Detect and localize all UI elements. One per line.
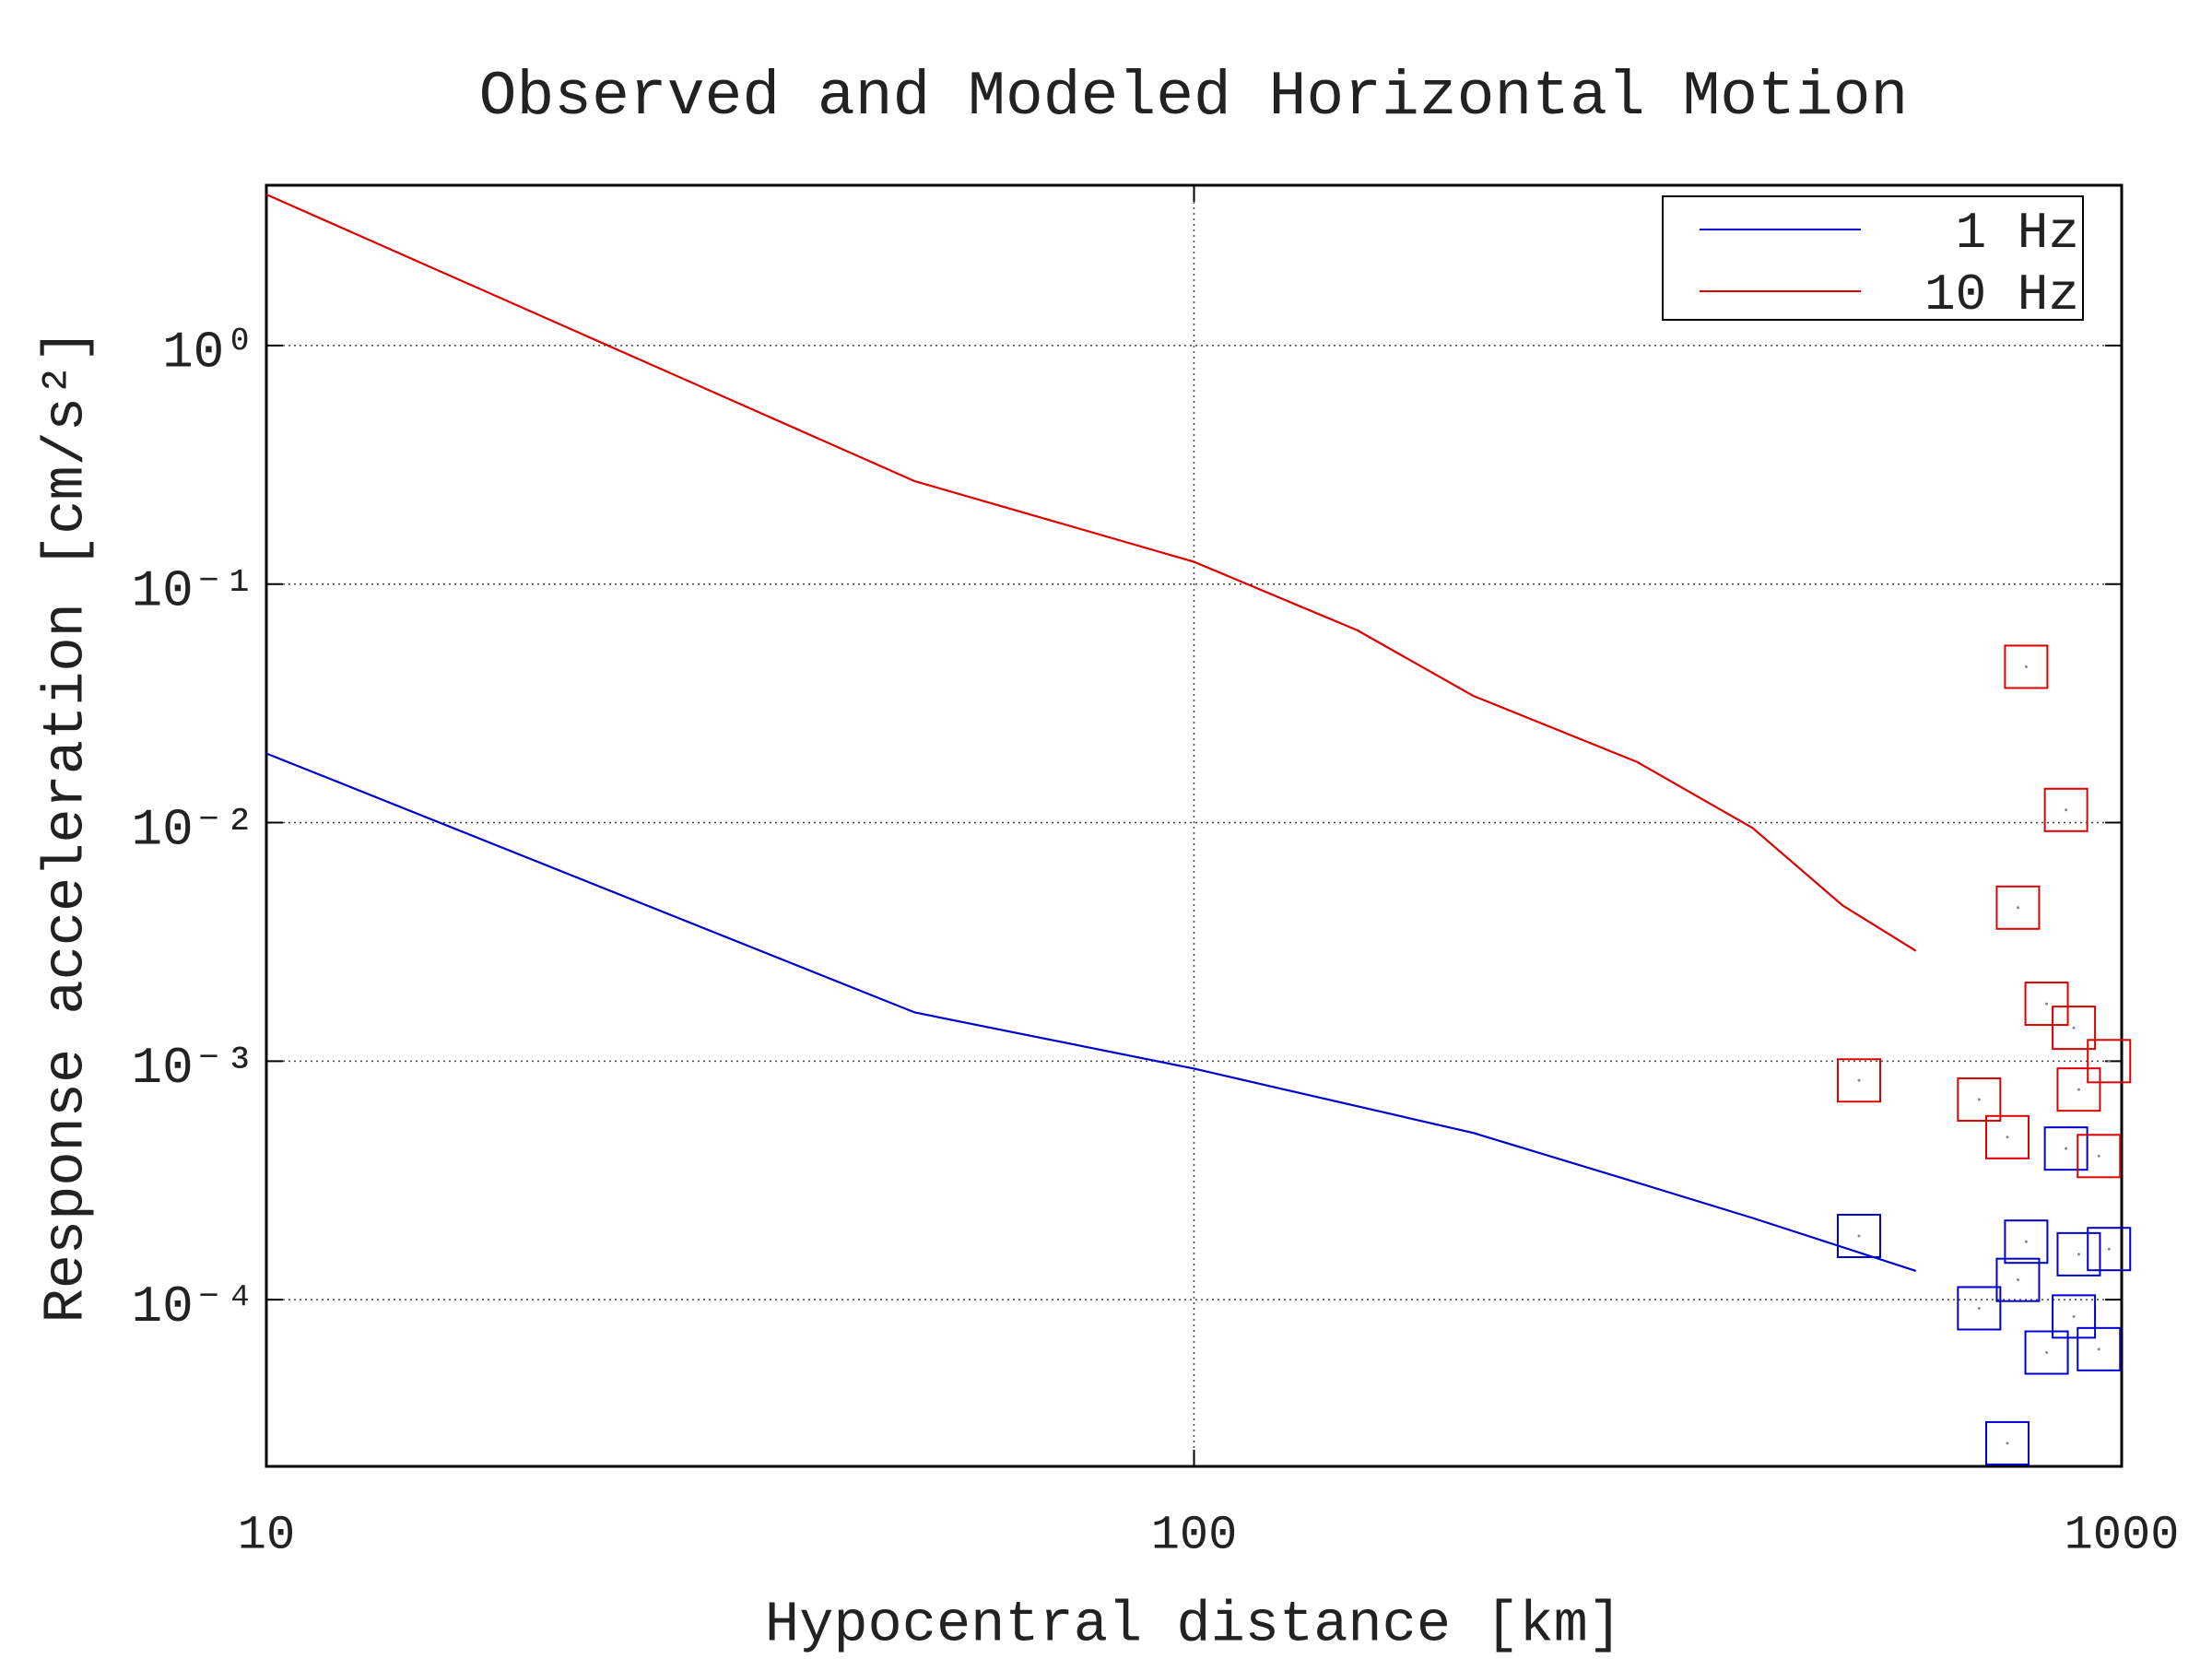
- marker-dot: [1857, 1078, 1861, 1082]
- observed-point: [2052, 1006, 2097, 1051]
- marker-square: [2087, 1039, 2132, 1084]
- observed-point: [2087, 1227, 2132, 1272]
- marker-square: [1836, 1213, 1881, 1258]
- observed-point: [1984, 1420, 2030, 1465]
- observed-point: [2043, 787, 2088, 832]
- y-tick-label: 10⁻¹: [131, 562, 255, 621]
- x-tick-label: 10: [238, 1509, 295, 1563]
- marker-square: [2024, 1330, 2069, 1375]
- marker-dot: [2072, 1026, 2076, 1030]
- marker-dot: [2006, 1135, 2009, 1139]
- x-tick-label: 100: [1151, 1509, 1238, 1563]
- marker-dot: [1977, 1098, 1981, 1101]
- observed-point: [2052, 1294, 2097, 1339]
- observed-point: [1836, 1213, 1881, 1258]
- x-axis-label: Hypocentral distance [km]: [765, 1592, 1622, 1657]
- observed-point: [2004, 1219, 2049, 1265]
- y-axis-label: Response acceleration [cm/s²]: [33, 329, 99, 1324]
- legend-box: [1662, 195, 2084, 321]
- marker-dot: [2072, 1314, 2076, 1318]
- marker-dot: [2045, 1002, 2049, 1006]
- observed-point: [2077, 1134, 2122, 1179]
- marker-dot: [2077, 1253, 2080, 1256]
- marker-square: [2043, 787, 2088, 832]
- legend-label: 1 Hz: [1956, 204, 2079, 263]
- marker-dot: [1857, 1234, 1861, 1238]
- marker-dot: [2006, 1441, 2009, 1445]
- marker-dot: [2077, 1088, 2080, 1091]
- marker-dot: [2045, 1351, 2049, 1355]
- marker-square: [1995, 885, 2041, 930]
- legend-label: 10 Hz: [1924, 265, 2079, 324]
- observed-point: [2087, 1039, 2132, 1084]
- observed-point: [2024, 982, 2069, 1027]
- chart-title: Observed and Modeled Horizontal Motion: [479, 62, 1909, 133]
- marker-square: [1995, 1257, 2041, 1302]
- series-line: [265, 193, 1917, 952]
- marker-square: [2004, 644, 2049, 689]
- marker-square: [2024, 982, 2069, 1027]
- marker-dot: [2107, 1247, 2111, 1251]
- observed-point: [1836, 1058, 1881, 1103]
- observed-point: [2004, 644, 2049, 689]
- plot-frame: [265, 183, 2124, 1468]
- marker-square: [2004, 1219, 2049, 1265]
- marker-square: [1984, 1420, 2030, 1465]
- observed-point: [2056, 1067, 2101, 1112]
- marker-square: [2077, 1134, 2122, 1179]
- marker-dot: [2097, 1347, 2100, 1351]
- marker-square: [1984, 1114, 2030, 1159]
- observed-point: [2077, 1326, 2122, 1371]
- marker-dot: [2065, 1147, 2068, 1150]
- observed-point: [1995, 885, 2041, 930]
- observed-point: [1957, 1077, 2002, 1123]
- marker-dot: [2107, 1059, 2111, 1063]
- series-line: [265, 752, 1917, 1272]
- marker-square: [2087, 1227, 2132, 1272]
- marker-dot: [2097, 1154, 2100, 1158]
- marker-square: [1957, 1286, 2002, 1331]
- marker-dot: [2024, 665, 2028, 668]
- marker-square: [2077, 1326, 2122, 1371]
- marker-square: [1957, 1077, 2002, 1123]
- observed-point: [1957, 1286, 2002, 1331]
- marker-square: [2043, 1126, 2088, 1171]
- observed-point: [1984, 1114, 2030, 1159]
- marker-square: [2052, 1294, 2097, 1339]
- observed-point: [1995, 1257, 2041, 1302]
- marker-square: [2052, 1006, 2097, 1051]
- y-tick-label: 10⁻³: [131, 1039, 255, 1098]
- observed-point: [2043, 1126, 2088, 1171]
- marker-dot: [2024, 1240, 2028, 1243]
- marker-dot: [2016, 1278, 2019, 1282]
- y-tick-label: 10⁰: [162, 324, 255, 382]
- marker-dot: [2016, 906, 2019, 910]
- y-tick-label: 10⁻²: [131, 800, 255, 859]
- marker-dot: [1977, 1306, 1981, 1310]
- y-tick-label: 10⁻⁴: [131, 1277, 255, 1336]
- marker-square: [2056, 1067, 2101, 1112]
- marker-square: [2056, 1231, 2101, 1277]
- marker-square: [1836, 1058, 1881, 1103]
- x-tick-label: 1000: [2065, 1509, 2180, 1563]
- observed-point: [2056, 1231, 2101, 1277]
- observed-point: [2024, 1330, 2069, 1375]
- marker-dot: [2065, 808, 2068, 812]
